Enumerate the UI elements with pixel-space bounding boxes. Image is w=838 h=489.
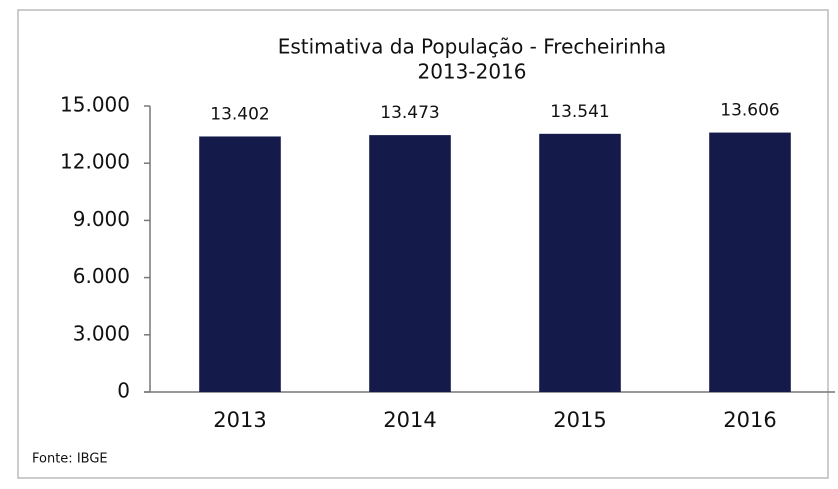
x-tick-label: 2015 — [553, 408, 606, 432]
chart-subtitle: 2013-2016 — [417, 60, 526, 84]
bar — [539, 133, 621, 392]
chart-title: Estimativa da População - Frecheirinha — [278, 35, 667, 59]
y-tick-label: 0 — [117, 379, 130, 403]
value-label: 13.541 — [550, 102, 609, 122]
x-tick-label: 2013 — [213, 408, 266, 432]
y-tick-label: 6.000 — [73, 264, 130, 288]
value-label: 13.402 — [210, 104, 269, 124]
x-tick-label: 2014 — [383, 408, 436, 432]
bar — [199, 136, 281, 392]
y-tick-label: 9.000 — [73, 207, 130, 231]
y-tick-label: 3.000 — [73, 321, 130, 345]
value-label: 13.473 — [380, 103, 439, 123]
value-label: 13.606 — [720, 101, 779, 121]
y-tick-label: 12.000 — [60, 150, 130, 174]
bar — [709, 132, 791, 393]
bar — [369, 135, 451, 392]
source-note: Fonte: IBGE — [32, 452, 108, 467]
y-tick-label: 15.000 — [60, 93, 130, 117]
x-tick-label: 2016 — [723, 408, 776, 432]
